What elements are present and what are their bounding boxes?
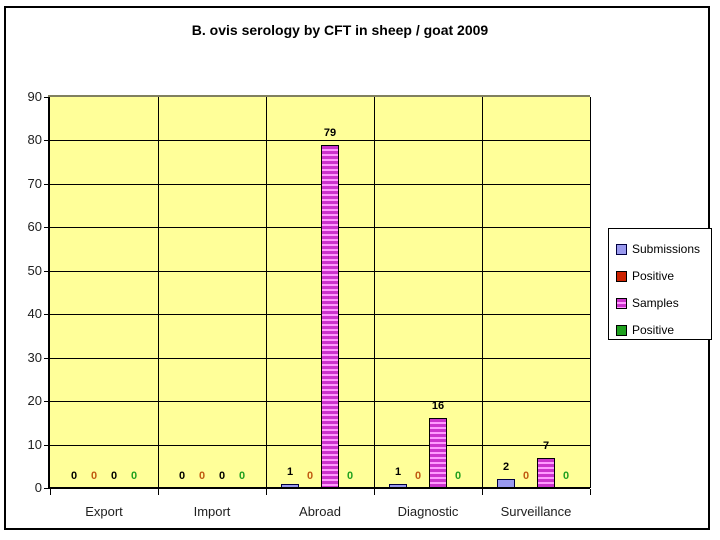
x-tick-4 — [482, 489, 483, 495]
bar-0-abroad — [281, 484, 299, 488]
y-tick-60 — [44, 227, 50, 228]
legend-swatch-icon — [616, 297, 627, 309]
divider-x-1 — [158, 97, 159, 488]
y-axis-label-50: 50 — [27, 263, 42, 278]
data-label-0-surveillance: 2 — [502, 461, 510, 473]
y-tick-70 — [44, 184, 50, 185]
gridline-y-70 — [50, 184, 590, 185]
legend-swatch-icon — [616, 270, 627, 282]
data-label-0-abroad: 1 — [286, 466, 294, 478]
legend: Submissions Positive Samples Positive — [608, 228, 712, 340]
bar-0-diagnostic — [389, 484, 407, 488]
plot-border-right — [590, 97, 591, 488]
y-axis-line — [48, 97, 50, 488]
data-label-1-abroad: 0 — [306, 470, 314, 482]
y-tick-30 — [44, 358, 50, 359]
plot-background — [50, 97, 590, 488]
y-axis-label-30: 30 — [27, 350, 42, 365]
y-axis-label-20: 20 — [27, 393, 42, 408]
gridline-y-20 — [50, 401, 590, 402]
y-tick-20 — [44, 401, 50, 402]
y-axis-label-40: 40 — [27, 306, 42, 321]
category-label-surveillance: Surveillance — [500, 504, 572, 519]
data-label-2-surveillance: 7 — [542, 440, 550, 452]
data-label-3-surveillance: 0 — [562, 470, 570, 482]
data-label-2-diagnostic: 16 — [431, 400, 445, 412]
y-axis-label-80: 80 — [27, 132, 42, 147]
legend-swatch-icon — [616, 243, 627, 255]
category-label-abroad: Abroad — [299, 504, 341, 519]
chart-title: B. ovis serology by CFT in sheep / goat … — [191, 22, 489, 38]
gridline-y-50 — [50, 271, 590, 272]
gridline-y-60 — [50, 227, 590, 228]
y-tick-0 — [44, 488, 50, 489]
gridline-y-30 — [50, 358, 590, 359]
data-label-2-abroad: 79 — [323, 127, 337, 139]
x-tick-1 — [158, 489, 159, 495]
y-tick-40 — [44, 314, 50, 315]
y-axis-label-60: 60 — [27, 219, 42, 234]
data-label-2-export: 0 — [110, 470, 118, 482]
category-label-diagnostic: Diagnostic — [397, 504, 459, 519]
plot-border-top — [48, 95, 590, 97]
y-tick-50 — [44, 271, 50, 272]
y-tick-80 — [44, 140, 50, 141]
category-label-export: Export — [85, 504, 123, 519]
data-label-0-export: 0 — [70, 470, 78, 482]
divider-x-2 — [266, 97, 267, 488]
data-label-2-import: 0 — [218, 470, 226, 482]
y-axis-label-70: 70 — [27, 176, 42, 191]
data-label-3-diagnostic: 0 — [454, 470, 462, 482]
category-label-import: Import — [193, 504, 231, 519]
divider-x-4 — [482, 97, 483, 488]
y-tick-90 — [44, 97, 50, 98]
legend-item-2: Samples — [616, 289, 679, 317]
y-axis-label-90: 90 — [27, 89, 42, 104]
x-axis-line — [48, 487, 590, 489]
y-axis-label-10: 10 — [27, 437, 42, 452]
data-label-1-surveillance: 0 — [522, 470, 530, 482]
x-tick-2 — [266, 489, 267, 495]
legend-label: Positive — [632, 323, 675, 337]
gridline-y-80 — [50, 140, 590, 141]
y-tick-10 — [44, 445, 50, 446]
legend-swatch-icon — [616, 324, 627, 336]
legend-label: Samples — [632, 296, 679, 310]
data-label-3-export: 0 — [130, 470, 138, 482]
data-label-1-diagnostic: 0 — [414, 470, 422, 482]
legend-label: Submissions — [632, 242, 701, 256]
divider-x-3 — [374, 97, 375, 488]
x-tick-3 — [374, 489, 375, 495]
data-label-0-diagnostic: 1 — [394, 466, 402, 478]
bar-2-diagnostic — [429, 418, 447, 488]
bar-0-surveillance — [497, 479, 515, 488]
x-tick-0 — [50, 489, 51, 495]
data-label-1-import: 0 — [198, 470, 206, 482]
gridline-y-10 — [50, 445, 590, 446]
gridline-y-40 — [50, 314, 590, 315]
data-label-0-import: 0 — [178, 470, 186, 482]
y-axis-label-0: 0 — [34, 480, 42, 495]
bar-2-abroad — [321, 145, 339, 488]
data-label-3-import: 0 — [238, 470, 246, 482]
legend-item-3: Positive — [616, 316, 674, 344]
data-label-3-abroad: 0 — [346, 470, 354, 482]
x-tick-5 — [590, 489, 591, 495]
legend-label: Positive — [632, 269, 675, 283]
legend-item-0: Submissions — [616, 235, 700, 263]
data-label-1-export: 0 — [90, 470, 98, 482]
legend-item-1: Positive — [616, 262, 674, 290]
bar-2-surveillance — [537, 458, 555, 488]
